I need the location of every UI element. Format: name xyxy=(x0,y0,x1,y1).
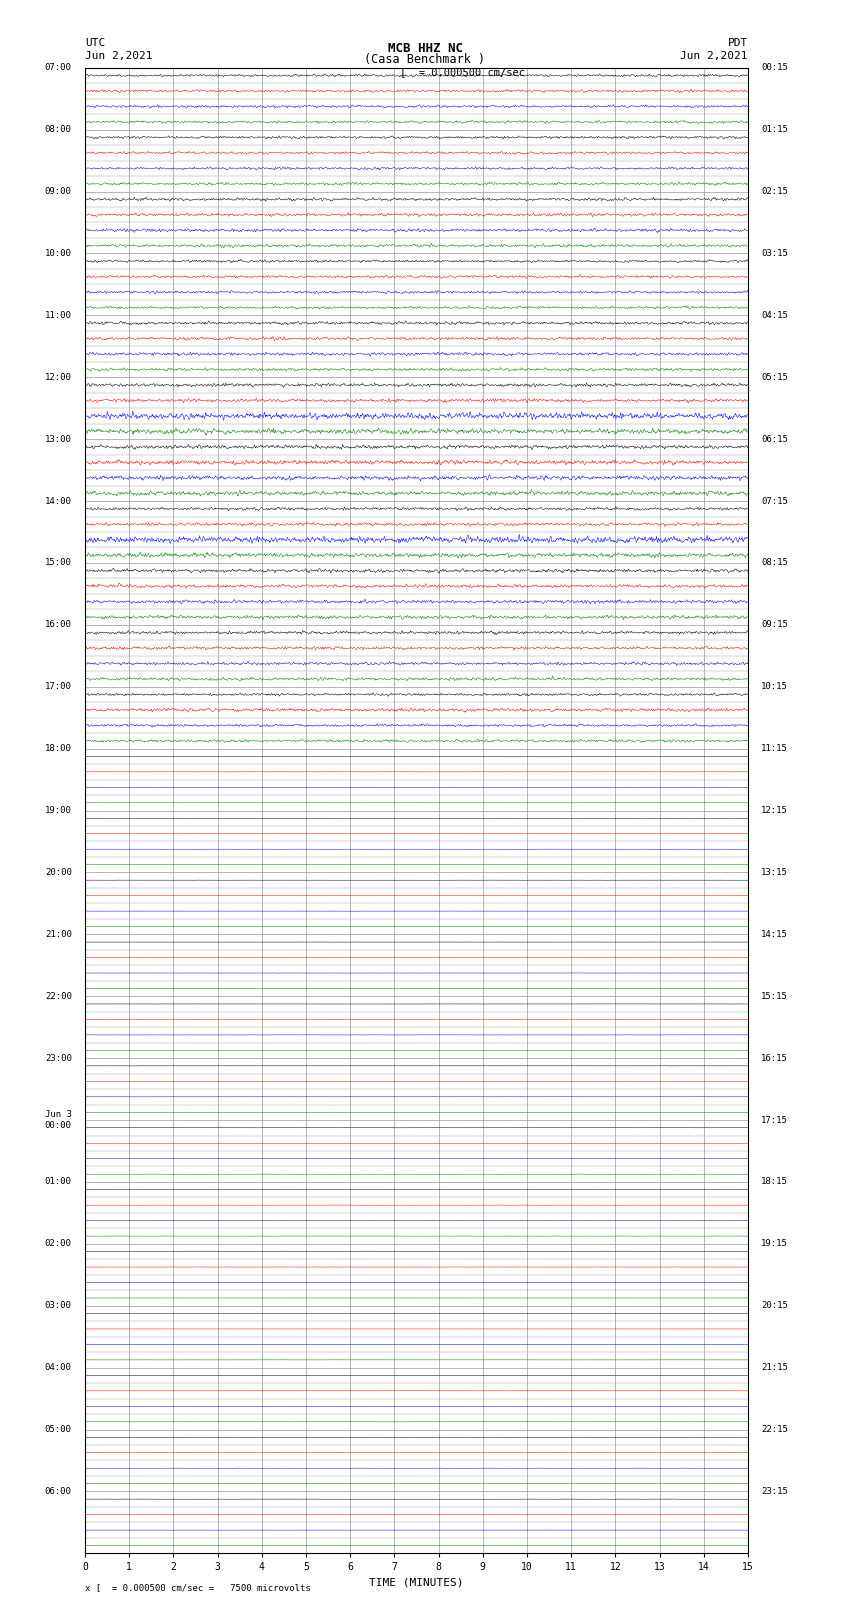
Text: 21:15: 21:15 xyxy=(762,1363,788,1373)
Text: 04:15: 04:15 xyxy=(762,311,788,319)
X-axis label: TIME (MINUTES): TIME (MINUTES) xyxy=(369,1578,464,1587)
Text: 02:00: 02:00 xyxy=(45,1239,71,1248)
Text: 09:00: 09:00 xyxy=(45,187,71,197)
Text: 22:15: 22:15 xyxy=(762,1424,788,1434)
Text: 05:00: 05:00 xyxy=(45,1424,71,1434)
Text: 03:15: 03:15 xyxy=(762,248,788,258)
Text: 16:15: 16:15 xyxy=(762,1053,788,1063)
Text: 16:00: 16:00 xyxy=(45,621,71,629)
Text: 18:15: 18:15 xyxy=(762,1177,788,1187)
Text: 08:00: 08:00 xyxy=(45,126,71,134)
Text: 15:00: 15:00 xyxy=(45,558,71,568)
Text: (Casa Benchmark ): (Casa Benchmark ) xyxy=(365,53,485,66)
Text: 06:15: 06:15 xyxy=(762,434,788,444)
Text: MCB HHZ NC: MCB HHZ NC xyxy=(388,42,462,55)
Text: Jun 2,2021: Jun 2,2021 xyxy=(85,52,152,61)
Text: 05:15: 05:15 xyxy=(762,373,788,382)
Text: 15:15: 15:15 xyxy=(762,992,788,1000)
Text: 02:15: 02:15 xyxy=(762,187,788,197)
Text: Jun 3
00:00: Jun 3 00:00 xyxy=(45,1110,71,1129)
Text: 21:00: 21:00 xyxy=(45,929,71,939)
Text: 18:00: 18:00 xyxy=(45,744,71,753)
Text: 01:00: 01:00 xyxy=(45,1177,71,1187)
Text: 11:15: 11:15 xyxy=(762,744,788,753)
Text: 20:00: 20:00 xyxy=(45,868,71,877)
Text: 12:15: 12:15 xyxy=(762,806,788,815)
Text: x [  = 0.000500 cm/sec =   7500 microvolts: x [ = 0.000500 cm/sec = 7500 microvolts xyxy=(85,1582,311,1592)
Text: 13:00: 13:00 xyxy=(45,434,71,444)
Text: 17:00: 17:00 xyxy=(45,682,71,692)
Text: PDT: PDT xyxy=(728,39,748,48)
Text: 23:15: 23:15 xyxy=(762,1487,788,1495)
Text: 09:15: 09:15 xyxy=(762,621,788,629)
Text: 10:00: 10:00 xyxy=(45,248,71,258)
Text: 06:00: 06:00 xyxy=(45,1487,71,1495)
Text: 23:00: 23:00 xyxy=(45,1053,71,1063)
Text: 08:15: 08:15 xyxy=(762,558,788,568)
Text: 14:15: 14:15 xyxy=(762,929,788,939)
Text: 01:15: 01:15 xyxy=(762,126,788,134)
Text: 19:00: 19:00 xyxy=(45,806,71,815)
Text: 14:00: 14:00 xyxy=(45,497,71,505)
Text: 12:00: 12:00 xyxy=(45,373,71,382)
Text: Jun 2,2021: Jun 2,2021 xyxy=(681,52,748,61)
Text: 13:15: 13:15 xyxy=(762,868,788,877)
Text: 10:15: 10:15 xyxy=(762,682,788,692)
Text: 00:15: 00:15 xyxy=(762,63,788,73)
Text: 04:00: 04:00 xyxy=(45,1363,71,1373)
Text: 17:15: 17:15 xyxy=(762,1116,788,1124)
Text: 07:15: 07:15 xyxy=(762,497,788,505)
Text: 03:00: 03:00 xyxy=(45,1302,71,1310)
Text: [  = 0.000500 cm/sec: [ = 0.000500 cm/sec xyxy=(400,68,524,77)
Text: 19:15: 19:15 xyxy=(762,1239,788,1248)
Text: 07:00: 07:00 xyxy=(45,63,71,73)
Text: 11:00: 11:00 xyxy=(45,311,71,319)
Text: 20:15: 20:15 xyxy=(762,1302,788,1310)
Text: 22:00: 22:00 xyxy=(45,992,71,1000)
Text: UTC: UTC xyxy=(85,39,105,48)
